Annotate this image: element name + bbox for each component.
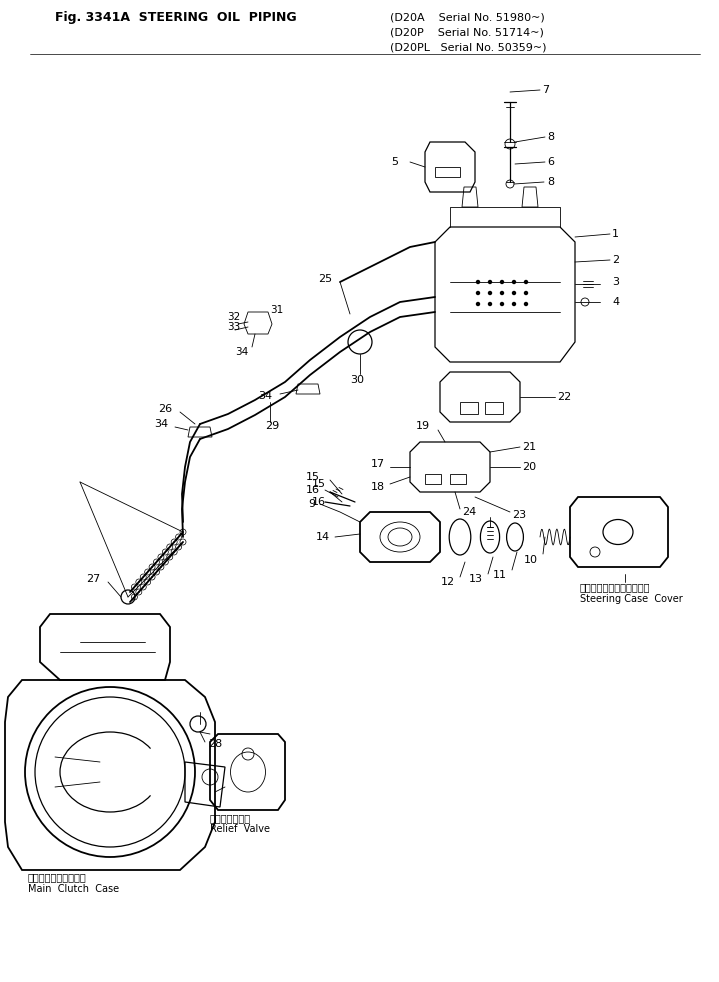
Text: 5: 5 (391, 157, 398, 167)
Text: 15: 15 (312, 479, 326, 489)
Text: 20: 20 (522, 462, 536, 472)
Text: 18: 18 (371, 482, 385, 492)
Circle shape (488, 292, 492, 295)
Text: 15: 15 (306, 472, 320, 482)
Text: 30: 30 (350, 375, 364, 385)
Circle shape (524, 292, 528, 295)
Text: 7: 7 (542, 85, 549, 95)
Text: 23: 23 (512, 510, 526, 520)
Text: 16: 16 (312, 497, 326, 507)
Text: 24: 24 (462, 507, 476, 517)
Text: 13: 13 (469, 574, 483, 584)
Circle shape (477, 292, 480, 295)
Text: 8: 8 (547, 177, 554, 187)
Text: 25: 25 (318, 274, 332, 284)
Text: 8: 8 (547, 132, 554, 142)
Circle shape (477, 302, 480, 305)
Text: メインクラッチケース: メインクラッチケース (28, 872, 87, 882)
Text: 4: 4 (612, 297, 619, 307)
Text: 19: 19 (416, 421, 430, 431)
Text: 31: 31 (270, 305, 283, 315)
Text: Main  Clutch  Case: Main Clutch Case (28, 884, 119, 894)
Circle shape (500, 281, 503, 284)
Text: (D20P    Serial No. 51714~): (D20P Serial No. 51714~) (390, 27, 544, 37)
Text: 11: 11 (493, 570, 507, 580)
Text: 16: 16 (306, 485, 320, 495)
Circle shape (488, 302, 492, 305)
Text: (D20A    Serial No. 51980~): (D20A Serial No. 51980~) (390, 12, 545, 22)
Text: 21: 21 (522, 442, 536, 452)
Circle shape (524, 302, 528, 305)
Text: 32: 32 (226, 312, 240, 322)
Text: 10: 10 (524, 555, 538, 565)
Text: 34: 34 (234, 347, 248, 357)
Circle shape (513, 281, 516, 284)
Text: 17: 17 (371, 459, 385, 469)
Text: 34: 34 (258, 391, 272, 401)
Text: Steering Case  Cover: Steering Case Cover (580, 594, 683, 604)
Text: 28: 28 (208, 739, 222, 749)
Circle shape (477, 281, 480, 284)
Text: 6: 6 (547, 157, 554, 167)
Text: ステアリングケースカバー: ステアリングケースカバー (580, 582, 651, 592)
Text: 9: 9 (308, 499, 315, 509)
Text: Fig. 3341A  STEERING  OIL  PIPING: Fig. 3341A STEERING OIL PIPING (55, 11, 297, 24)
Text: 29: 29 (265, 421, 279, 431)
Circle shape (513, 292, 516, 295)
Text: 3: 3 (612, 277, 619, 287)
Text: 2: 2 (612, 255, 619, 265)
Text: Relief  Valve: Relief Valve (210, 824, 270, 834)
Text: 22: 22 (557, 392, 572, 402)
Text: 12: 12 (441, 577, 455, 587)
Text: 26: 26 (158, 404, 172, 414)
Circle shape (513, 302, 516, 305)
Circle shape (500, 302, 503, 305)
Circle shape (500, 292, 503, 295)
Text: リリーフバルブ: リリーフバルブ (210, 813, 251, 823)
Text: 34: 34 (154, 419, 168, 429)
Text: 27: 27 (86, 574, 100, 584)
Circle shape (488, 281, 492, 284)
Text: 14: 14 (316, 532, 330, 542)
Text: 1: 1 (612, 229, 619, 239)
Circle shape (524, 281, 528, 284)
Text: 33: 33 (226, 322, 240, 332)
Text: (D20PL   Serial No. 50359~): (D20PL Serial No. 50359~) (390, 42, 546, 52)
